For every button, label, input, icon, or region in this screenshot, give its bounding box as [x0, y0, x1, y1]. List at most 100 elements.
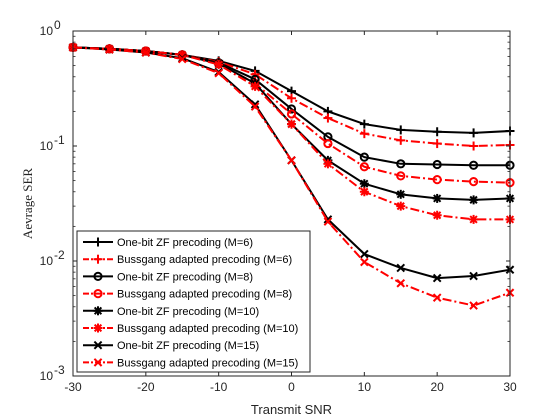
data-point — [469, 195, 479, 205]
data-point-b — [287, 156, 296, 165]
data-point-b — [432, 293, 442, 302]
data-point — [469, 214, 479, 224]
data-point-b — [396, 190, 405, 199]
data-point — [214, 68, 223, 78]
data-point-b — [323, 217, 333, 226]
y-axis-label: Aevrage SER — [20, 168, 35, 239]
data-point — [286, 109, 297, 119]
legend-marker-b — [93, 358, 103, 367]
data-point — [432, 175, 442, 185]
data-point-b — [287, 120, 296, 129]
data-point — [432, 139, 442, 149]
data-point — [250, 69, 260, 79]
data-point — [250, 100, 260, 109]
legend-marker-b — [93, 323, 103, 333]
data-point — [214, 60, 224, 70]
y-tick-exponent: -3 — [54, 363, 65, 377]
data-point-b — [396, 202, 405, 211]
legend-label: Bussgang adapted precoding (M=10) — [117, 323, 298, 335]
x-tick-label: -20 — [137, 380, 155, 394]
data-point — [250, 81, 260, 91]
x-tick-label: 30 — [503, 380, 517, 394]
data-point — [359, 129, 369, 139]
data-point — [396, 201, 406, 211]
data-point-b — [177, 54, 187, 64]
data-point — [396, 159, 406, 169]
data-point-b — [433, 211, 442, 220]
data-point — [468, 160, 479, 170]
x-tick-label: 20 — [430, 380, 444, 394]
y-tick-label: 10 — [40, 24, 54, 38]
data-point — [432, 193, 442, 203]
data-point-b — [251, 82, 260, 91]
data-point — [396, 189, 406, 199]
legend-marker — [93, 358, 103, 367]
legend-marker-b — [93, 340, 103, 350]
x-tick-label: -10 — [210, 380, 228, 394]
data-point — [323, 217, 333, 226]
data-point — [360, 257, 369, 267]
legend-marker — [93, 323, 103, 333]
legend-entry: One-bit ZF precoding (M=10) — [83, 306, 259, 318]
data-point-b — [360, 257, 369, 267]
legend-label: One-bit ZF precoding (M=15) — [117, 340, 259, 352]
x-tick-label: -30 — [64, 380, 82, 394]
data-point-b — [360, 179, 369, 188]
data-point-b — [396, 278, 406, 288]
x-tick-label: 0 — [288, 380, 295, 394]
legend-entry: Bussgang adapted precoding (M=6) — [83, 254, 292, 266]
data-point-b — [214, 60, 223, 69]
data-point-b — [360, 249, 369, 259]
data-point-b — [433, 194, 442, 203]
data-point-b — [432, 273, 442, 283]
legend-entry: One-bit ZF precoding (M=15) — [83, 340, 259, 352]
data-point — [287, 156, 296, 165]
data-point-b — [250, 102, 260, 111]
legend-entry: Bussgang adapted precoding (M=10) — [83, 323, 298, 335]
data-point — [359, 162, 369, 172]
data-point-b — [141, 48, 151, 57]
y-tick-label: 10 — [40, 139, 54, 153]
data-point — [141, 46, 151, 56]
y-tick-label: 10 — [40, 369, 54, 383]
data-point — [432, 210, 442, 220]
data-point — [468, 177, 479, 187]
legend-entry: Bussgang adapted precoding (M=15) — [83, 357, 298, 369]
legend-label: Bussgang adapted precoding (M=6) — [117, 254, 292, 266]
data-point-b — [250, 100, 260, 109]
data-point — [141, 48, 151, 57]
legend-marker — [93, 306, 103, 316]
data-point — [469, 301, 478, 310]
data-point — [286, 104, 297, 114]
data-point — [396, 263, 406, 273]
legend-label: One-bit ZF precoding (M=6) — [117, 237, 253, 249]
legend-label: One-bit ZF precoding (M=8) — [117, 271, 253, 283]
data-point — [396, 171, 406, 181]
data-point — [432, 293, 442, 302]
data-point-b — [469, 215, 478, 224]
data-point — [396, 135, 406, 145]
legend: One-bit ZF precoding (M=6) Bussgang adapt… — [76, 230, 311, 373]
legend-marker — [93, 289, 103, 299]
data-point-b — [396, 263, 406, 273]
data-point — [287, 119, 296, 129]
legend-marker — [93, 271, 103, 281]
data-point — [359, 119, 369, 129]
data-point-b — [323, 159, 332, 168]
data-point — [359, 179, 369, 189]
data-point-b — [469, 271, 478, 281]
y-tick-exponent: -2 — [54, 248, 65, 262]
data-point — [432, 159, 442, 170]
x-axis-label: Transmit SNR — [251, 402, 332, 417]
data-point — [469, 271, 478, 281]
legend-entry: One-bit ZF precoding (M=6) — [83, 237, 253, 249]
data-point — [287, 93, 296, 103]
data-point — [250, 102, 260, 111]
data-point — [323, 113, 333, 123]
data-point-b — [360, 187, 369, 196]
y-tick-exponent: -1 — [54, 133, 65, 147]
data-point — [105, 45, 114, 54]
data-point — [323, 138, 333, 149]
